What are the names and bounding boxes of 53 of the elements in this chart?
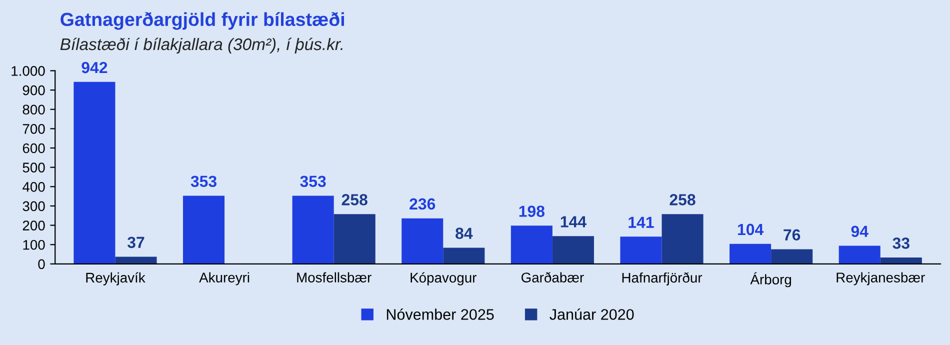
x-tick-label: Reykjanesbær [836, 272, 925, 286]
legend-label: Nóvember 2025 [386, 308, 494, 320]
bar [838, 246, 880, 264]
y-tick-label: 0 [38, 259, 45, 270]
y-tick-label: 900 [22, 85, 45, 96]
bar [402, 218, 444, 264]
y-tick-label: 800 [22, 104, 45, 115]
bar [115, 256, 157, 264]
y-tick-label: 400 [22, 182, 45, 192]
data-label: 353 [300, 176, 326, 188]
x-tick-label: Mosfellsbær [297, 272, 372, 282]
y-tick-label: 300 [22, 201, 45, 212]
data-label: 144 [560, 216, 586, 228]
y-tick-label: 600 [22, 143, 45, 154]
x-tick-label: Reykjavík [86, 272, 146, 286]
data-label: 141 [628, 216, 654, 228]
x-tick-label: Garðabær [522, 272, 584, 282]
y-tick-label: 100 [23, 240, 45, 250]
bar [552, 236, 594, 264]
data-label: 258 [342, 194, 368, 206]
y-tick-label: 700 [22, 124, 45, 134]
data-label: 94 [851, 226, 868, 238]
data-label: 104 [738, 224, 764, 236]
data-label: 353 [190, 176, 217, 188]
bar [443, 248, 485, 264]
bar [730, 244, 772, 264]
chart-title: Gatnagerðargjöld fyrir bílastæði [60, 12, 344, 30]
x-tick-label: Akureyri [199, 272, 250, 286]
bar [662, 214, 704, 264]
legend-label: Janúar 2020 [550, 308, 634, 320]
y-tick-label: 200 [22, 220, 45, 230]
bar [510, 226, 552, 264]
data-label: 76 [784, 229, 800, 241]
chart-subtitle: Bílastæði í bílakjallara (30m²), í þús.kr. [60, 38, 342, 54]
data-label: 258 [670, 194, 696, 206]
data-label: 37 [127, 236, 144, 248]
bar [880, 258, 922, 264]
bar [292, 196, 334, 264]
data-label: 236 [410, 198, 436, 210]
y-tick-label: 1.000 [12, 66, 45, 76]
x-tick-label: Hafnarfjörður [622, 272, 702, 286]
bar [771, 249, 813, 264]
data-label: 198 [519, 206, 545, 217]
bar [182, 196, 225, 264]
data-label: 942 [82, 62, 108, 74]
y-tick-label: 500 [22, 162, 45, 172]
bar [334, 214, 376, 264]
x-tick-label: Árborg [750, 272, 792, 288]
bar [620, 236, 662, 264]
data-label: 84 [456, 228, 473, 239]
data-label: 33 [892, 238, 910, 249]
bar [74, 82, 116, 264]
x-tick-label: Kópavogur [410, 272, 477, 286]
